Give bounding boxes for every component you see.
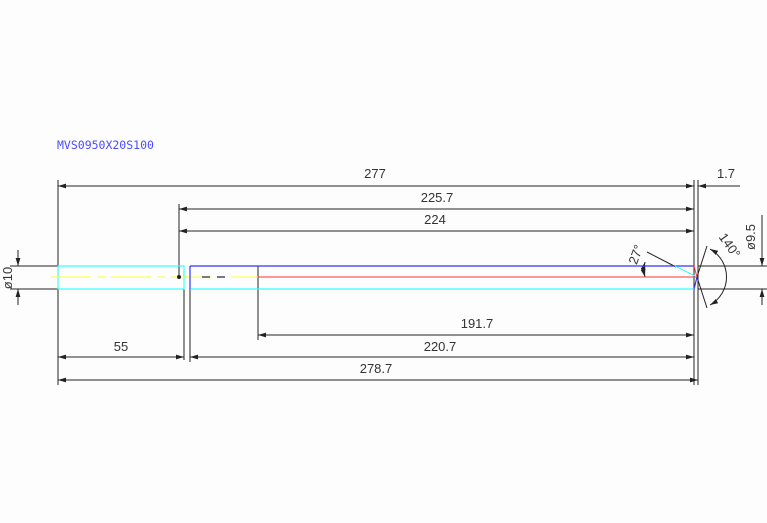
dim-text-220-7: 220.7 <box>424 339 457 354</box>
dim-text-d9-5: ø9.5 <box>743 224 758 250</box>
angle-140-arc <box>709 248 727 306</box>
dim-text-1-7: 1.7 <box>717 166 735 181</box>
dim-text-277: 277 <box>364 166 386 181</box>
reference-point <box>177 275 181 279</box>
dim-text-191-7: 191.7 <box>461 316 494 331</box>
drill-part <box>51 265 698 290</box>
drawing-title: MVS0950X20S100 <box>57 138 154 152</box>
angle-27-arc <box>640 261 646 278</box>
dim-text-278-7: 278.7 <box>360 361 393 376</box>
dim-text-224: 224 <box>424 212 446 227</box>
dim-text-55: 55 <box>114 339 128 354</box>
dim-text-225-7: 225.7 <box>421 190 454 205</box>
extension-lines <box>10 180 767 385</box>
angle-text-140: 140° <box>716 230 744 261</box>
dim-text-d10: ø10 <box>0 267 15 289</box>
dimension-lines <box>15 183 765 383</box>
angle-text-27: 27° <box>625 243 646 267</box>
